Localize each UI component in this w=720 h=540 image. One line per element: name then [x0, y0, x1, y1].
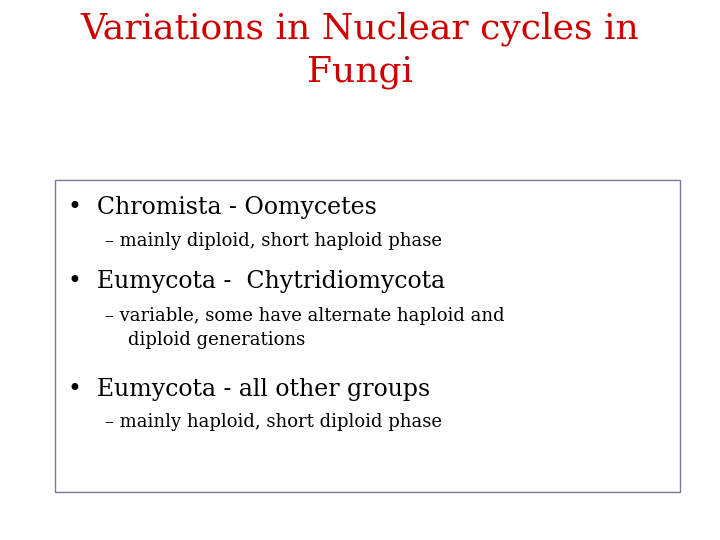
Text: Variations in Nuclear cycles in
Fungi: Variations in Nuclear cycles in Fungi — [81, 12, 639, 89]
Text: •  Eumycota -  Chytridiomycota: • Eumycota - Chytridiomycota — [68, 270, 445, 293]
Text: – mainly haploid, short diploid phase: – mainly haploid, short diploid phase — [105, 413, 442, 431]
Text: •  Eumycota - all other groups: • Eumycota - all other groups — [68, 378, 431, 401]
Text: – variable, some have alternate haploid and
    diploid generations: – variable, some have alternate haploid … — [105, 307, 505, 349]
FancyBboxPatch shape — [55, 180, 680, 492]
Text: – mainly diploid, short haploid phase: – mainly diploid, short haploid phase — [105, 232, 442, 250]
Text: •  Chromista - Oomycetes: • Chromista - Oomycetes — [68, 196, 377, 219]
